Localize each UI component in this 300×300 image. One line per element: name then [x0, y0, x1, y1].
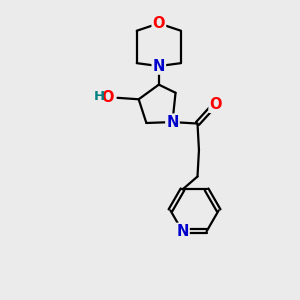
Text: N: N	[166, 115, 178, 130]
Text: O: O	[209, 97, 222, 112]
Text: O: O	[101, 90, 114, 105]
Text: H: H	[94, 90, 105, 103]
Text: N: N	[153, 58, 165, 74]
Text: O: O	[153, 16, 165, 31]
Text: N: N	[176, 224, 189, 239]
